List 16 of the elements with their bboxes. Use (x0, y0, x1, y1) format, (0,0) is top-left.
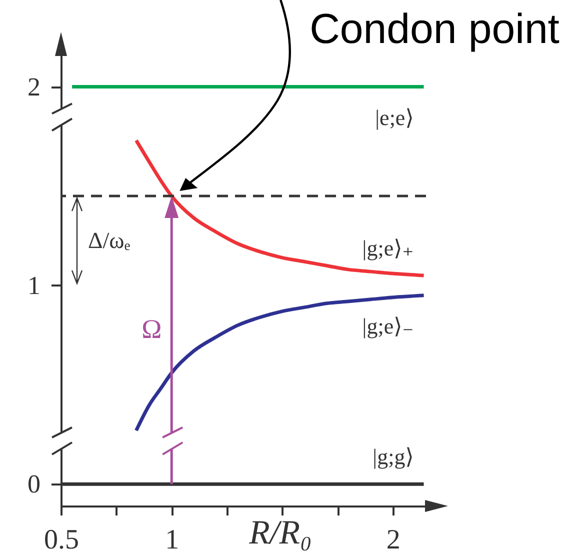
line-series (134, 138, 426, 278)
text: Condon point (310, 5, 560, 52)
series-label: |g;e⟩₋ (362, 313, 414, 338)
series-label: |g;e⟩₊ (362, 236, 414, 261)
annotation: Ω (142, 314, 162, 344)
y-tick-label: 1 (28, 270, 40, 300)
series-label: |g;g⟩ (372, 444, 414, 470)
x-tick-label: 0.5 (44, 524, 79, 556)
annotation: Δ/ωₑ (88, 228, 130, 253)
y-tick-label: 2 (28, 72, 40, 102)
line-series (134, 294, 426, 432)
x-tick-label: 1 (165, 524, 180, 556)
y-tick-label: 0 (28, 470, 40, 499)
x-axis-title: R/R₀ (248, 514, 312, 552)
x-tick-label: 2 (386, 524, 400, 556)
series-label: |e;e⟩ (375, 104, 414, 130)
